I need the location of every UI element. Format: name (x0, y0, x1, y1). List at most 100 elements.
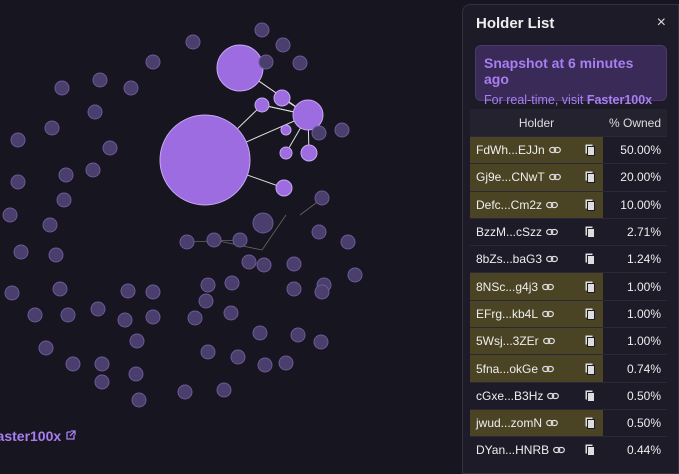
copy-icon[interactable] (585, 199, 595, 211)
copy-icon[interactable] (585, 335, 595, 348)
bubble (42, 217, 58, 233)
bubble (340, 234, 356, 250)
holder-address[interactable]: EFrg...kb4L (476, 306, 539, 321)
copy-icon[interactable] (585, 390, 595, 402)
table-body: FdWh...EJJn 50.00% Gj9e...CNwT 20.00% Defc..… (470, 136, 667, 464)
bubble (200, 344, 216, 360)
header-owned: % Owned (608, 115, 662, 130)
link-icon[interactable] (548, 172, 561, 182)
app: Faster100x Holder List × Snapshot at 6 m… (0, 4, 679, 474)
bubble (159, 114, 251, 206)
bubble (311, 125, 327, 141)
bubble (313, 334, 329, 350)
bubble (13, 244, 29, 260)
bubble (232, 232, 248, 248)
holder-row: 5Wsj...3ZEr 1.00% (470, 327, 667, 355)
copy-icon[interactable] (585, 444, 595, 457)
bubble (145, 309, 161, 325)
bubble (92, 72, 108, 88)
link-icon[interactable] (542, 282, 554, 292)
holder-address[interactable]: Defc...Cm2z (476, 197, 543, 212)
bubble (292, 55, 308, 71)
owned-cell: 1.00% (626, 334, 661, 349)
holder-cell: Gj9e...CNwT (470, 164, 603, 191)
bubble (10, 132, 26, 148)
bubble (314, 284, 330, 300)
holder-address[interactable]: FdWh...EJJn (476, 143, 545, 158)
holder-row: Gj9e...CNwT 20.00% (470, 163, 667, 191)
bubble (54, 80, 70, 96)
bubble (314, 190, 330, 206)
copy-icon[interactable] (585, 281, 595, 293)
bubble (223, 305, 239, 321)
bubble (252, 325, 268, 341)
brand-text[interactable]: Faster100x (0, 428, 62, 444)
snapshot-link[interactable]: Faster100x (586, 93, 653, 107)
link-icon[interactable] (547, 391, 560, 401)
bubble (145, 284, 161, 300)
link-icon[interactable] (548, 145, 561, 155)
bubble (230, 349, 246, 365)
bubble (65, 356, 81, 372)
note-text: For real-time, visit (484, 93, 584, 107)
bubble (120, 283, 136, 299)
holder-address[interactable]: BzzM...cSzz (476, 225, 543, 240)
holder-row: 8NSc...g4j3 1.00% (470, 272, 667, 300)
bubble (129, 333, 145, 349)
holder-address[interactable]: Gj9e...CNwT (476, 170, 545, 185)
owned-cell: 2.71% (626, 225, 661, 240)
bubble (94, 374, 110, 390)
bubble (123, 80, 139, 96)
bubble (27, 307, 43, 323)
close-button[interactable]: × (656, 14, 666, 31)
bubble (286, 256, 302, 272)
copy-icon[interactable] (585, 417, 595, 430)
link-icon[interactable] (546, 200, 558, 210)
link (261, 214, 287, 251)
bubble (2, 207, 18, 223)
link-icon[interactable] (542, 336, 555, 346)
copy-icon[interactable] (585, 226, 595, 239)
bubble (216, 44, 264, 92)
owned-cell: 50.00% (620, 143, 661, 158)
holder-address[interactable]: 8NSc...g4j3 (476, 279, 539, 294)
bubble (254, 22, 270, 38)
bubble (60, 307, 76, 323)
snapshot-note: For real-time, visit Faster100x (484, 93, 658, 107)
holder-address[interactable]: 8bZs...baG3 (476, 252, 543, 267)
bubble (254, 97, 270, 113)
link-icon[interactable] (546, 254, 558, 264)
snapshot-box: Snapshot at 6 minutes ago For real-time,… (475, 45, 667, 107)
bubble (90, 301, 106, 317)
copy-icon[interactable] (585, 308, 595, 320)
bubble (200, 277, 216, 293)
copy-icon[interactable] (585, 363, 595, 375)
holder-address[interactable]: jwud...zomN (476, 416, 543, 431)
holder-address[interactable]: cGxe...B3Hz (476, 388, 544, 403)
link-icon[interactable] (542, 364, 554, 374)
copy-icon[interactable] (585, 144, 595, 157)
copy-icon[interactable] (585, 253, 595, 266)
holder-row: DYan...HNRB 0.44% (470, 436, 667, 463)
holder-row: cGxe...B3Hz 0.50% (470, 381, 667, 409)
owned-cell: 1.00% (626, 279, 661, 294)
link-icon[interactable] (553, 445, 566, 455)
link-icon[interactable] (546, 227, 558, 237)
holder-address[interactable]: DYan...HNRB (476, 443, 550, 458)
bubble (102, 140, 118, 156)
bubble (187, 310, 203, 326)
holder-cell: Defc...Cm2z (470, 191, 603, 218)
bubble (94, 356, 110, 372)
bubble (56, 192, 72, 208)
link-icon[interactable] (542, 309, 554, 319)
holder-address[interactable]: 5fna...okGe (476, 361, 539, 376)
link-icon[interactable] (546, 418, 558, 428)
bubble (44, 120, 60, 136)
bubble (257, 357, 273, 373)
holder-address[interactable]: 5Wsj...3ZEr (476, 334, 539, 349)
bubble (275, 179, 293, 197)
copy-icon[interactable] (585, 171, 595, 184)
brand-link[interactable]: Faster100x (0, 428, 77, 444)
bubble (117, 312, 133, 328)
bubble (48, 247, 64, 263)
